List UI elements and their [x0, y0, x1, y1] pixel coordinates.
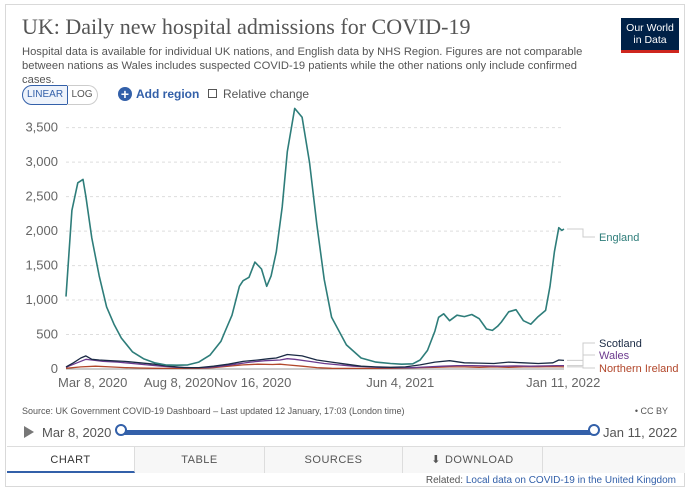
log-scale-button[interactable]: LOG: [67, 85, 98, 105]
owid-logo[interactable]: Our World in Data: [621, 18, 679, 50]
series-label-northern-ireland: Northern Ireland: [599, 363, 679, 375]
x-tick-label: Nov 16, 2020: [214, 375, 291, 390]
series-label-scotland: Scotland: [599, 338, 642, 350]
x-axis-ticks: Mar 8, 2020 Aug 8, 2020 Nov 16, 2020 Jun 4,…: [58, 375, 600, 390]
series-line-northern-ireland: [65, 363, 565, 370]
related-link-row: Related: Local data on COVID-19 in the U…: [426, 475, 676, 486]
y-tick-label: 3,000: [25, 154, 58, 169]
series-label-wales: Wales: [599, 350, 630, 362]
label-connector: [567, 354, 595, 367]
related-link[interactable]: Local data on COVID-19 in the United Kin…: [465, 475, 676, 486]
y-tick-label: 3,500: [25, 120, 58, 135]
add-region-label: Add region: [136, 87, 200, 101]
label-connector: [567, 366, 595, 369]
x-tick-label: Jun 4, 2021: [366, 375, 434, 390]
series-lines: [65, 107, 565, 370]
relative-change-label: Relative change: [223, 87, 310, 101]
label-connector: [567, 228, 595, 238]
series-line-scotland: [65, 353, 565, 369]
relative-change-toggle[interactable]: Relative change: [208, 85, 309, 103]
tab-table[interactable]: TABLE: [135, 447, 265, 473]
tab-download-label: DOWNLOAD: [444, 454, 514, 466]
tab-bar: CHART TABLE SOURCES ⬇ DOWNLOAD: [7, 446, 685, 474]
timeline-end-handle[interactable]: [588, 424, 600, 436]
y-tick-label: 2,500: [25, 189, 58, 204]
chart-title: UK: Daily new hospital admissions for CO…: [22, 14, 471, 39]
line-chart: 0 500 1,000 1,500 2,000 2,500 3,000 3,500 Mar 8…: [25, 107, 679, 390]
y-tick-label: 1,000: [25, 292, 58, 307]
chart-card: UK: Daily new hospital admissions for CO…: [5, 4, 685, 487]
plus-icon: +: [118, 86, 132, 101]
x-tick-label: Mar 8, 2020: [58, 375, 127, 390]
logo-line-1: Our World: [626, 22, 674, 34]
chart-subtitle: Hospital data is available for individua…: [22, 46, 583, 86]
x-tick-label: Jan 11, 2022: [526, 375, 600, 390]
y-tick-label: 2,000: [25, 223, 58, 238]
timeline: Mar 8, 2020 Jan 11, 2022: [18, 423, 678, 443]
label-connector: [567, 342, 595, 361]
source-note: Source: UK Government COVID-19 Dashboard…: [22, 406, 405, 416]
timeline-start-handle[interactable]: [115, 424, 127, 436]
x-tick-label: Aug 8, 2020: [144, 375, 214, 390]
logo-stripe: [621, 50, 679, 53]
series-line-england: [65, 107, 565, 366]
y-tick-label: 0: [51, 361, 58, 376]
timeline-end-label: Jan 11, 2022: [603, 425, 678, 440]
license-note[interactable]: • CC BY: [634, 406, 668, 416]
timeline-start-label: Mar 8, 2020: [42, 425, 112, 440]
logo-line-2: in Data: [633, 34, 667, 46]
tab-sources[interactable]: SOURCES: [265, 447, 403, 473]
tab-download[interactable]: ⬇ DOWNLOAD: [403, 447, 543, 473]
related-prefix: Related:: [425, 475, 464, 486]
series-line-wales: [65, 358, 564, 369]
y-tick-label: 500: [36, 327, 58, 342]
y-tick-label: 1,500: [25, 258, 58, 273]
tab-bar-spacer: [543, 447, 685, 473]
gridlines: [66, 127, 564, 370]
add-region-button[interactable]: + Add region: [118, 85, 199, 103]
timeline-track[interactable]: [121, 430, 594, 435]
y-axis-ticks: 0 500 1,000 1,500 2,000 2,500 3,000 3,500: [25, 120, 58, 376]
series-label-england: England: [599, 232, 639, 244]
download-icon: ⬇: [431, 454, 441, 466]
tab-chart[interactable]: CHART: [7, 447, 135, 473]
play-icon[interactable]: [24, 426, 34, 438]
checkbox-icon: [208, 89, 217, 99]
